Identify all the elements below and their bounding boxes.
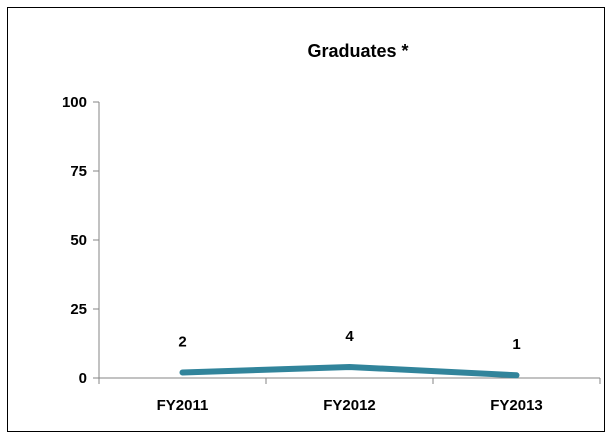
x-axis: FY2011 FY2012 FY2013	[98, 377, 601, 414]
series-line	[179, 363, 520, 379]
x-tick-label: FY2012	[323, 397, 376, 414]
x-tick-label: FY2013	[490, 397, 543, 414]
data-label: 1	[512, 336, 520, 353]
data-label: 4	[345, 328, 354, 345]
series-graduates	[179, 363, 520, 379]
data-label: 2	[178, 333, 186, 350]
data-labels: 2 4 1	[178, 328, 520, 353]
y-tick-label: 0	[79, 370, 87, 387]
y-axis: 0 25 50 75 100	[62, 94, 100, 387]
y-tick-label: 100	[62, 94, 87, 111]
chart-frame	[7, 7, 605, 432]
y-tick-label: 75	[70, 163, 87, 180]
chart-title: Graduates *	[307, 41, 408, 61]
y-tick-label: 25	[70, 301, 87, 318]
x-tick-label: FY2011	[157, 397, 209, 414]
y-tick-label: 50	[70, 232, 87, 249]
